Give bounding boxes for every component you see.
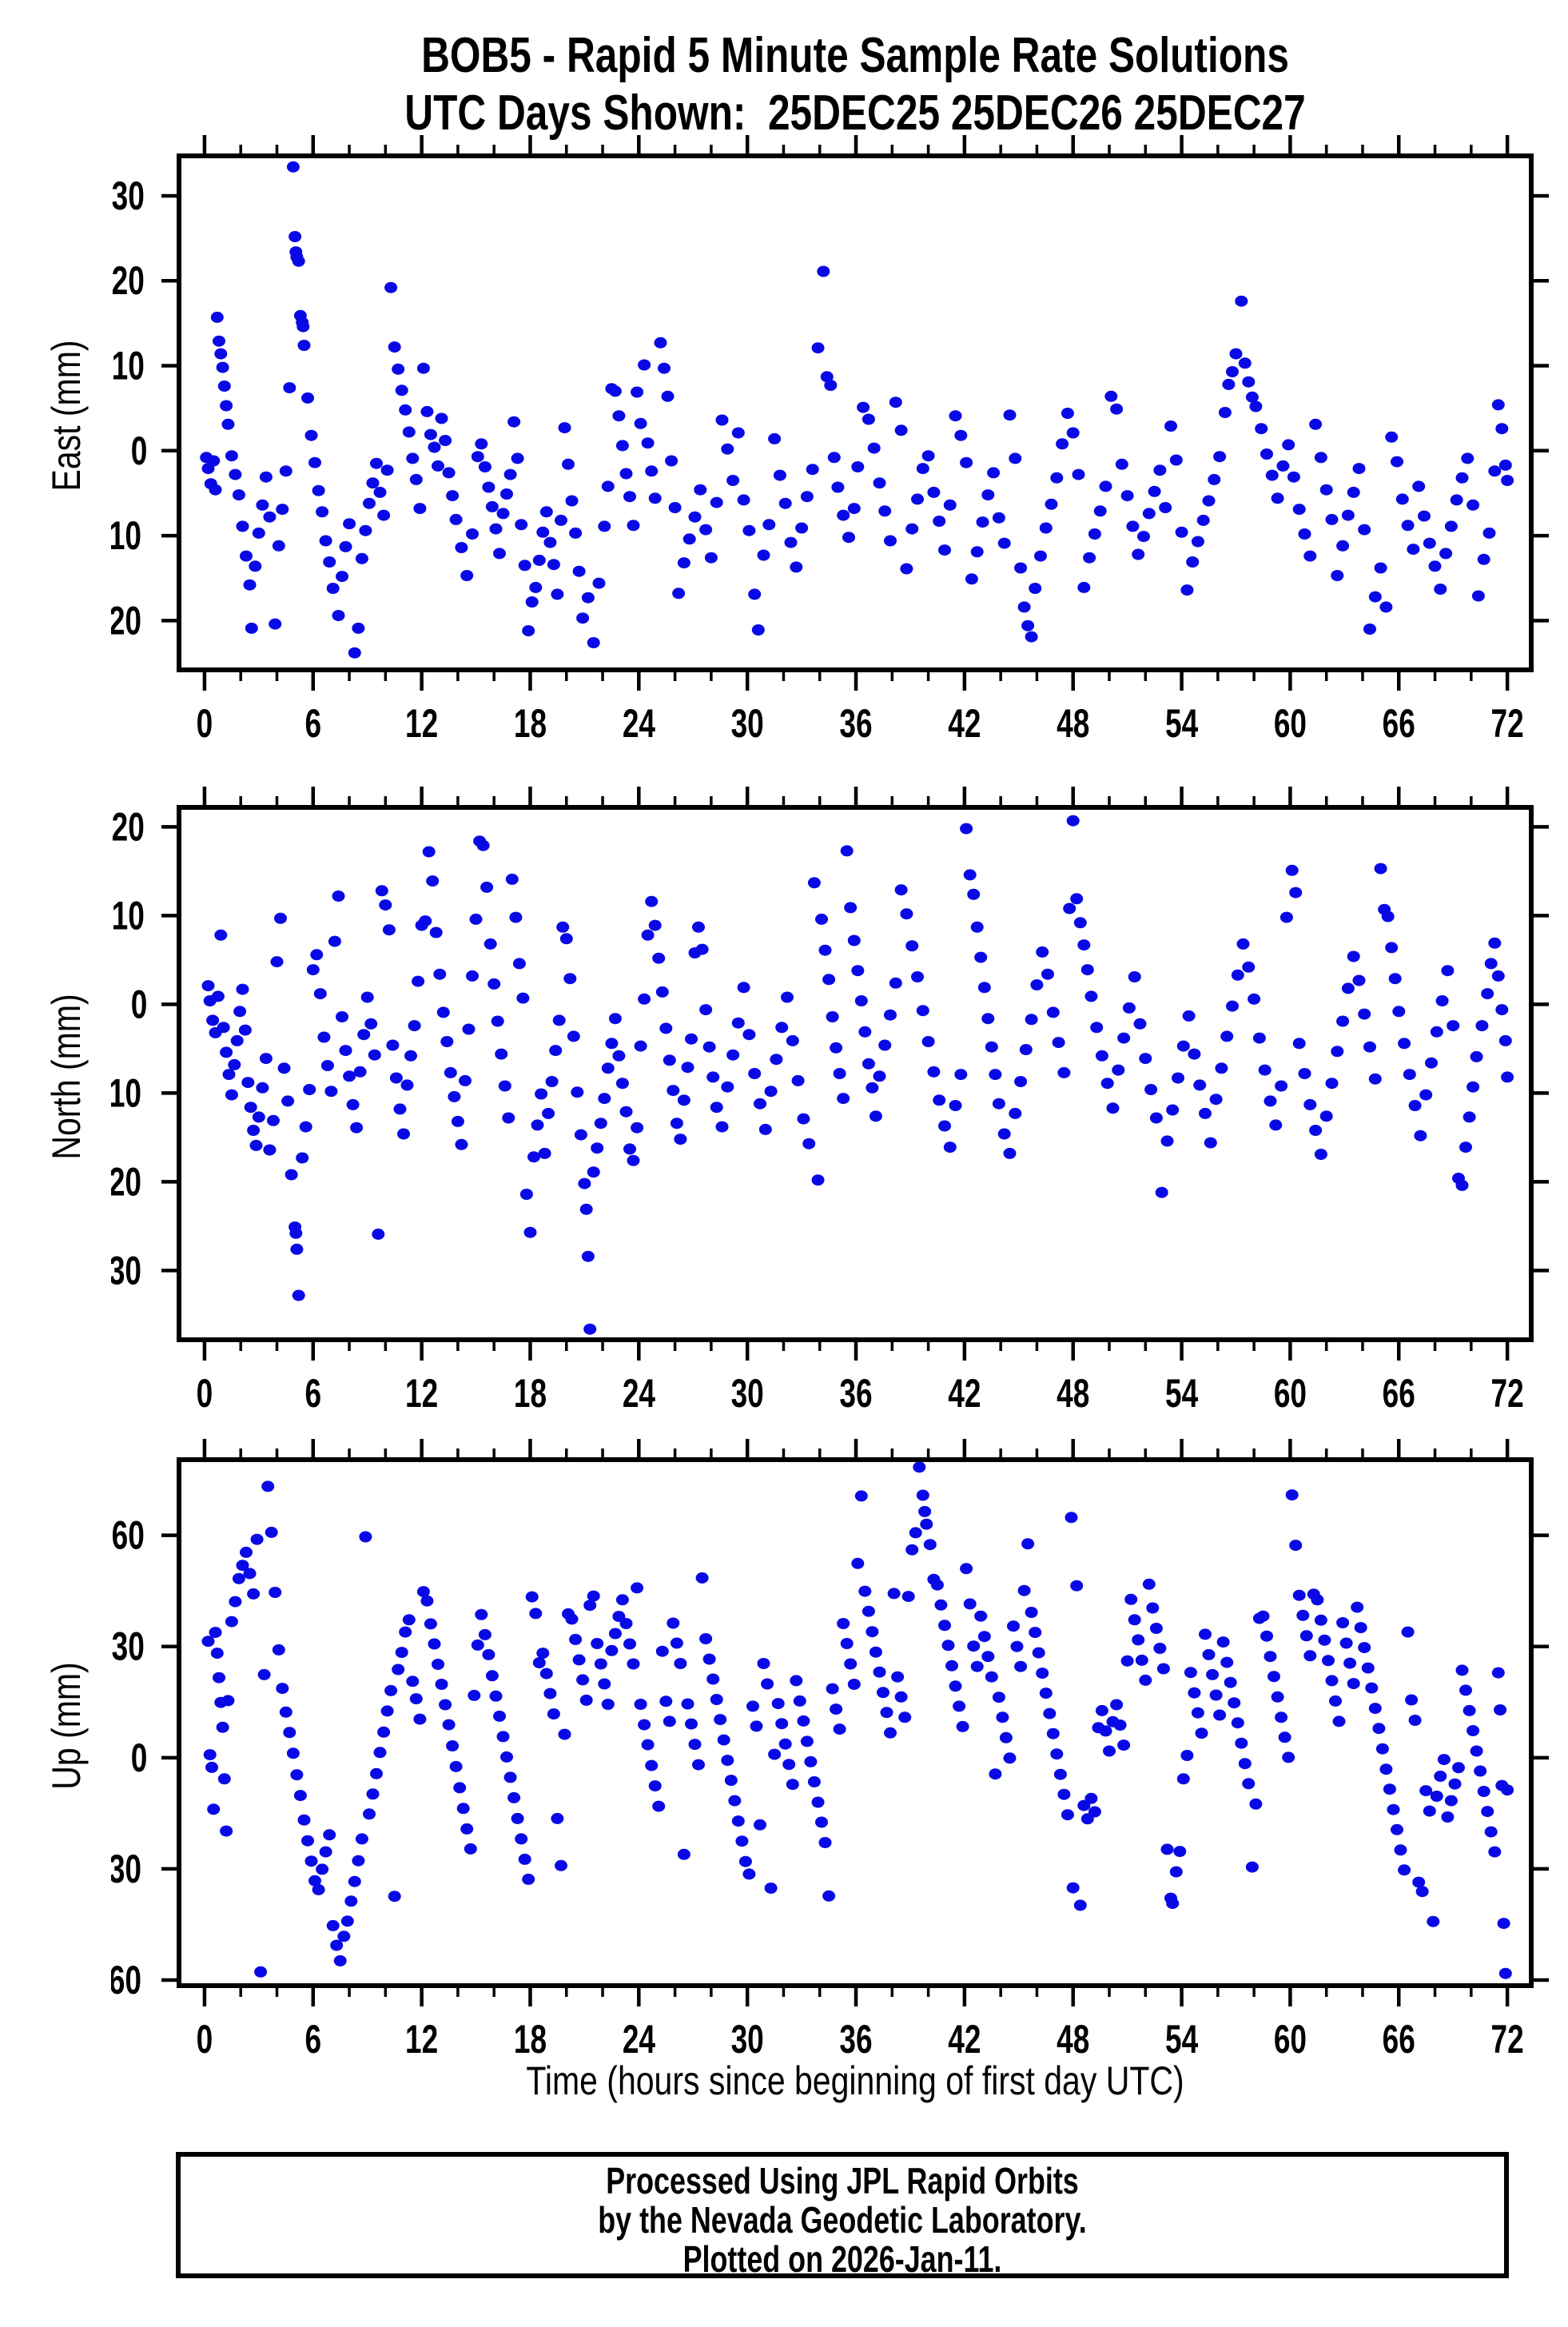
up-xtick-label: 42 [948,2018,981,2054]
north-ytick-label: 10 [112,894,145,938]
east-xtick-label: 24 [623,702,656,738]
east-ticks [161,135,1549,691]
up-xtick-label: 12 [405,2018,438,2054]
north-ytick-label: 20 [112,805,145,850]
north-xtick-label: 6 [304,1372,321,1408]
up-xtick-label: 0 [197,2018,213,2054]
east-xtick-label: 0 [197,702,213,738]
up-xtick-label: 36 [839,2018,872,2054]
up-xtick-label: 24 [623,2018,656,2054]
east-xtick-label: 36 [839,702,872,738]
east-points [200,161,1514,659]
up-xtick-label: 30 [731,2018,764,2054]
east-ytick-label: −20 [111,599,141,644]
footer-line3: Plotted on 2026-Jan-11. [683,2238,1002,2280]
north-ytick-label: −20 [111,1160,141,1205]
up-ytick-label: −30 [111,1847,141,1892]
east-xtick-label: 72 [1491,702,1524,738]
east-ytick-label: 30 [112,174,145,219]
north-ytick-label: −10 [111,1071,141,1116]
plot-title: BOB5 - Rapid 5 Minute Sample Rate Soluti… [96,27,1568,142]
up-xtick-label: 54 [1165,2018,1199,2054]
east-xtick-label: 30 [731,702,764,738]
up-xtick-label: 6 [304,2018,321,2054]
east-scatter-svg: 0 6 12 18 24 30 36 42 48 54 60 66 72 −20 −10 0 10 20 30 [91,135,1549,746]
footer-line1: Processed Using JPL Rapid Orbits [606,2160,1079,2201]
up-ytick-label: 0 [131,1735,148,1780]
up-xtick-label: 18 [514,2018,547,2054]
x-axis-title: Time (hours since beginning of first day… [526,2058,1184,2103]
east-xtick-label: 6 [304,702,321,738]
east-xtick-label: 42 [948,702,981,738]
up-panel: 0 6 12 18 24 30 36 42 48 54 60 66 72 −60 −30 0 30 60 [91,1392,1568,2062]
east-xtick-label: 12 [405,702,438,738]
east-xtick-label: 48 [1057,702,1089,738]
up-xtick-label: 60 [1274,2018,1307,2054]
up-scatter-svg: 0 6 12 18 24 30 36 42 48 54 60 66 72 −60 −30 0 30 60 [91,1439,1549,2062]
east-panel: 0 6 12 18 24 30 36 42 48 54 60 66 72 −20 −10 0 10 20 30 [91,88,1568,746]
east-ytick-label: 20 [112,259,145,304]
up-xtick-label: 48 [1057,2018,1089,2054]
north-ytick-label: 0 [131,982,148,1027]
footer-line2: by the Nevada Geodetic Laboratory. [598,2199,1087,2241]
up-ytick-label: −60 [111,1958,141,2003]
north-ticks [161,787,1549,1361]
east-xtick-label: 54 [1165,702,1199,738]
north-xtick-label: 0 [197,1372,213,1408]
up-ticks [161,1439,1549,2006]
north-axis-title: North (mm) [44,994,89,1160]
east-xtick-label: 60 [1274,702,1307,738]
up-ytick-label: 30 [112,1624,145,1669]
east-frame [177,153,1534,672]
north-ytick-label: −30 [111,1249,141,1293]
east-ytick-label: 0 [131,428,148,473]
footer-box: Processed Using JPL Rapid Orbits by the … [176,2152,1509,2280]
east-xtick-label: 18 [514,702,547,738]
east-axis-title: East (mm) [44,340,89,492]
up-xtick-label: 72 [1491,2018,1524,2054]
east-xtick-label: 66 [1383,702,1415,738]
up-ytick-label: 60 [112,1513,145,1558]
east-ytick-label: −10 [111,514,141,559]
north-points [201,815,1514,1335]
up-xtick-label: 66 [1383,2018,1415,2054]
plot-title-line1: BOB5 - Rapid 5 Minute Sample Rate Soluti… [421,28,1289,83]
plot-title-line2: UTC Days Shown: 25DEC25 25DEC26 25DEC27 [404,86,1306,141]
up-points [201,1461,1514,1979]
east-ytick-label: 10 [112,344,145,388]
up-axis-title: Up (mm) [44,1662,89,1790]
up-frame [177,1457,1534,1988]
